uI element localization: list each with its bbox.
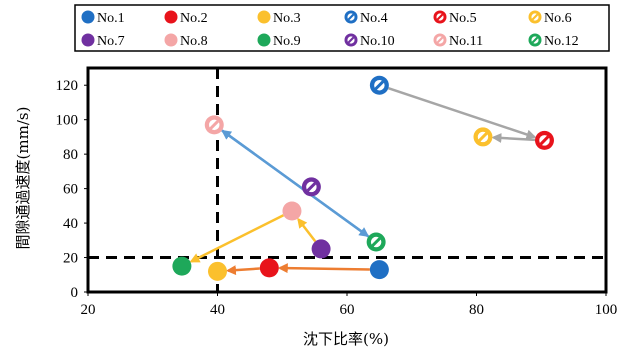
point-no3: [208, 261, 227, 281]
point-no4: [369, 75, 389, 95]
legend-marker: [433, 10, 447, 24]
legend-marker: [433, 33, 447, 47]
x-axis: 20 40 60 80 100: [81, 292, 618, 318]
y-tick-label: 100: [56, 113, 79, 129]
legend-item-no5: No.5: [433, 10, 477, 26]
legend-label: No.4: [360, 11, 388, 26]
legend-label: No.11: [449, 34, 483, 49]
arrow-no2-to-no3: [225, 265, 260, 276]
legend-marker: [257, 33, 271, 47]
legend-label: No.1: [97, 11, 125, 26]
legend-item-no7: No.7: [81, 33, 125, 49]
legend-item-no10: No.10: [344, 33, 395, 49]
x-tick-label: 60: [340, 302, 355, 318]
x-tick-label: 40: [210, 302, 225, 318]
arrow-no4-to-no5: [387, 87, 537, 140]
y-tick-label: 60: [63, 182, 78, 198]
legend-marker: [81, 33, 95, 47]
y-tick-label: 80: [63, 147, 78, 163]
legend: No.1 No.2 No.3 No.4 No.5 No.6 No.7 No.8 No.9 No.1…: [74, 4, 610, 52]
legend-label: No.5: [449, 11, 477, 26]
legend-marker: [344, 10, 358, 24]
y-tick-label: 20: [63, 251, 78, 267]
x-tick-label: 100: [595, 302, 618, 318]
legend-frame: [74, 4, 610, 52]
y-tick-label: 120: [56, 78, 79, 94]
y-tick-label: 0: [71, 285, 79, 301]
point-no5: [534, 130, 554, 150]
legend-item-no3: No.3: [257, 10, 301, 26]
y-tick-label: 40: [63, 216, 78, 232]
point-no2: [259, 258, 279, 278]
arrow-no11-to-no12: [221, 129, 370, 238]
arrows: [189, 87, 537, 276]
arrow-no8-to-no9: [189, 214, 285, 263]
legend-item-no11: No.11: [433, 33, 483, 49]
point-no10: [301, 177, 321, 197]
arrow-no1-to-no2: [277, 263, 370, 274]
arrow-no5-to-no6: [491, 132, 536, 143]
point-no12: [366, 232, 386, 252]
legend-label: No.10: [360, 34, 395, 49]
point-no1: [369, 260, 389, 280]
x-axis-label: 沈下比率(%): [303, 330, 389, 348]
legend-marker: [164, 10, 178, 24]
data-points: [172, 75, 554, 281]
legend-label: No.7: [97, 34, 125, 49]
legend-item-no8: No.8: [164, 33, 208, 49]
legend-item-no12: No.12: [528, 33, 579, 49]
point-no8: [282, 201, 302, 221]
legend-item-no1: No.1: [81, 10, 125, 26]
legend-label: No.3: [273, 11, 301, 26]
legend-item-no9: No.9: [257, 33, 301, 49]
y-axis: 0 20 40 60 80 100 120: [56, 78, 88, 301]
legend-marker: [528, 33, 542, 47]
legend-item-no2: No.2: [164, 10, 208, 26]
x-tick-label: 20: [81, 302, 96, 318]
point-no9: [172, 256, 192, 276]
point-no6: [473, 127, 493, 147]
legend-label: No.12: [544, 34, 579, 49]
x-tick-label: 80: [469, 302, 484, 318]
y-axis-label: 間隙通過速度(mm/s): [14, 107, 32, 250]
point-no7: [311, 239, 331, 259]
legend-label: No.2: [180, 11, 208, 26]
legend-marker: [81, 10, 95, 24]
legend-label: No.6: [544, 11, 572, 26]
legend-marker: [164, 33, 178, 47]
legend-marker: [344, 33, 358, 47]
arrow-no7-to-no8: [297, 217, 317, 243]
point-no11: [204, 115, 224, 135]
legend-marker: [528, 10, 542, 24]
legend-label: No.8: [180, 34, 208, 49]
legend-item-no4: No.4: [344, 10, 388, 26]
legend-item-no6: No.6: [528, 10, 572, 26]
legend-marker: [257, 10, 271, 24]
legend-label: No.9: [273, 34, 301, 49]
reference-lines: [88, 68, 606, 292]
